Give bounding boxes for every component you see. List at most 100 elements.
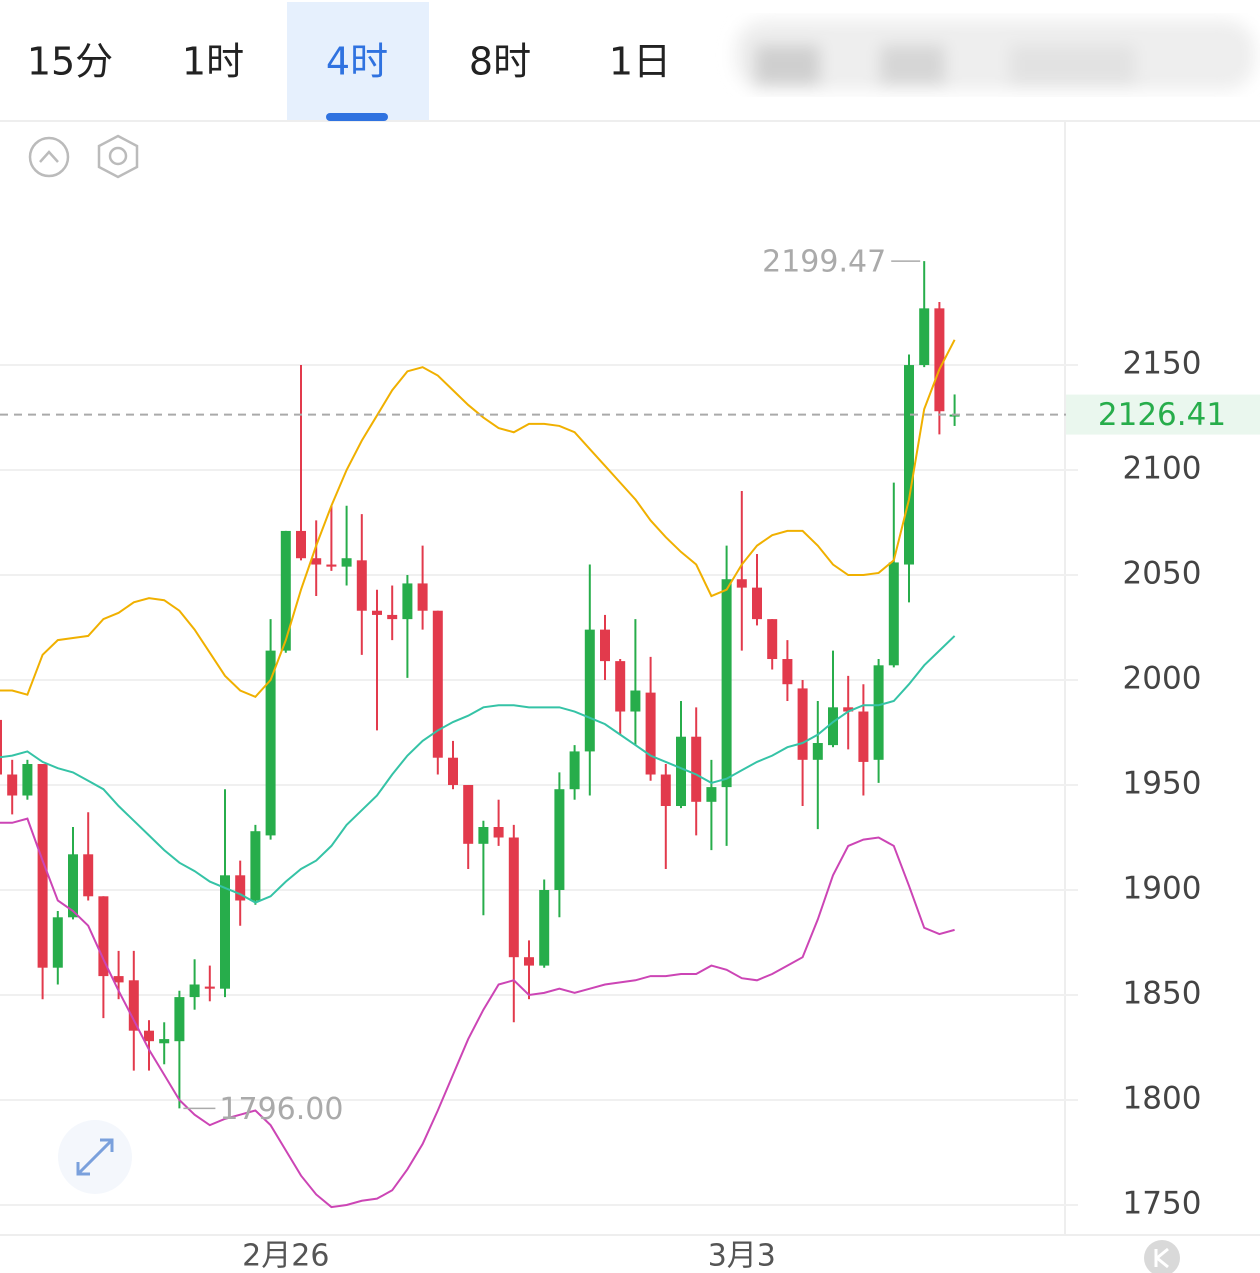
candle-body bbox=[128, 980, 139, 1031]
candle bbox=[904, 354, 914, 603]
candle bbox=[554, 772, 565, 918]
tab[interactable]: 15分 bbox=[27, 40, 113, 84]
tab[interactable]: 1日 bbox=[609, 40, 671, 84]
candle-body bbox=[797, 688, 808, 760]
candle bbox=[721, 545, 732, 846]
y-tick-label: 1800 bbox=[1123, 1080, 1202, 1116]
candle bbox=[630, 619, 641, 746]
collapse-icon[interactable] bbox=[28, 136, 70, 178]
candle-body bbox=[296, 530, 306, 559]
candle-body bbox=[539, 890, 550, 966]
tab[interactable]: 1时 bbox=[182, 40, 244, 84]
y-tick-label: 2000 bbox=[1123, 661, 1202, 697]
candle bbox=[265, 619, 276, 840]
candle-body bbox=[463, 785, 474, 844]
icon bbox=[28, 136, 70, 178]
icon bbox=[76, 1138, 114, 1176]
candle-body bbox=[448, 757, 458, 786]
candle bbox=[432, 610, 443, 775]
candle bbox=[68, 827, 78, 920]
candle bbox=[417, 545, 428, 630]
candle bbox=[539, 879, 550, 968]
candle-body bbox=[600, 629, 610, 662]
k-button[interactable] bbox=[1144, 1240, 1180, 1273]
candle-body bbox=[235, 875, 246, 901]
tab[interactable]: 8时 bbox=[469, 40, 531, 84]
candle bbox=[387, 585, 398, 641]
high-label: 2199.47 bbox=[762, 245, 886, 280]
candle bbox=[569, 745, 580, 800]
tab-indicator bbox=[326, 113, 388, 121]
candle-body bbox=[417, 583, 428, 611]
candle bbox=[280, 530, 291, 653]
candle bbox=[736, 491, 747, 651]
candle-body bbox=[83, 854, 94, 897]
tab[interactable]: 4时 bbox=[287, 2, 429, 121]
candle-body bbox=[250, 831, 261, 901]
tab-label: 4时 bbox=[326, 40, 388, 84]
candle bbox=[448, 740, 458, 790]
y-tick-label: 2150 bbox=[1123, 346, 1202, 382]
candle-body bbox=[98, 896, 109, 977]
y-tick-label: 2100 bbox=[1123, 451, 1202, 487]
indicator-line bbox=[0, 817, 955, 1209]
candle bbox=[220, 789, 230, 998]
candle bbox=[478, 820, 489, 916]
candle-body bbox=[387, 614, 398, 620]
candle bbox=[402, 575, 413, 678]
candle bbox=[767, 619, 778, 670]
last-price-bg bbox=[1066, 394, 1260, 435]
tab-label: 1时 bbox=[182, 40, 244, 84]
candle-body bbox=[706, 787, 717, 802]
candle-body bbox=[812, 743, 823, 760]
icon bbox=[1154, 1247, 1169, 1269]
candle-body bbox=[828, 707, 838, 746]
candle-body bbox=[7, 774, 18, 796]
candle bbox=[888, 482, 899, 668]
candle-body bbox=[919, 308, 930, 366]
expand-button[interactable] bbox=[58, 1120, 132, 1194]
candle-body bbox=[280, 530, 291, 651]
icon bbox=[39, 150, 59, 163]
tab-label: 1日 bbox=[609, 40, 671, 84]
candle bbox=[858, 684, 869, 796]
candle bbox=[159, 1022, 170, 1065]
settings-icon[interactable] bbox=[97, 134, 139, 179]
tab-label: 15分 bbox=[27, 40, 113, 84]
blurred-tabs bbox=[735, 20, 1255, 90]
candle-body bbox=[493, 827, 504, 838]
candle-body bbox=[0, 719, 2, 775]
candle-body bbox=[372, 610, 382, 615]
y-tick-label: 2050 bbox=[1123, 556, 1202, 592]
candle-body bbox=[508, 837, 519, 958]
candle bbox=[600, 614, 610, 681]
candle bbox=[22, 759, 33, 800]
candle-body bbox=[934, 308, 945, 412]
candle-body bbox=[858, 711, 869, 762]
candle bbox=[356, 514, 367, 655]
candle bbox=[37, 764, 48, 1000]
candle-body bbox=[904, 365, 914, 565]
candle bbox=[250, 824, 261, 905]
candle bbox=[0, 719, 2, 775]
last-price-label: 2126.41 bbox=[1098, 397, 1226, 433]
candle-body bbox=[584, 629, 595, 752]
candle bbox=[660, 764, 671, 870]
indicator-line bbox=[0, 635, 956, 904]
candle-body bbox=[660, 774, 671, 807]
candle bbox=[493, 799, 504, 846]
candle-body bbox=[554, 789, 565, 891]
candle-body bbox=[265, 650, 276, 836]
candle-body bbox=[37, 764, 48, 968]
blurred-area bbox=[1010, 45, 1135, 85]
tab-highlight bbox=[287, 2, 429, 120]
candle-body bbox=[843, 707, 854, 712]
axis: 1750 1800 1850 1900 1950 2000 2050 2100 2150 2月26… bbox=[242, 346, 1260, 1273]
candle bbox=[7, 759, 18, 815]
candle-body bbox=[402, 583, 413, 620]
candle bbox=[52, 910, 63, 985]
candle bbox=[828, 650, 838, 748]
